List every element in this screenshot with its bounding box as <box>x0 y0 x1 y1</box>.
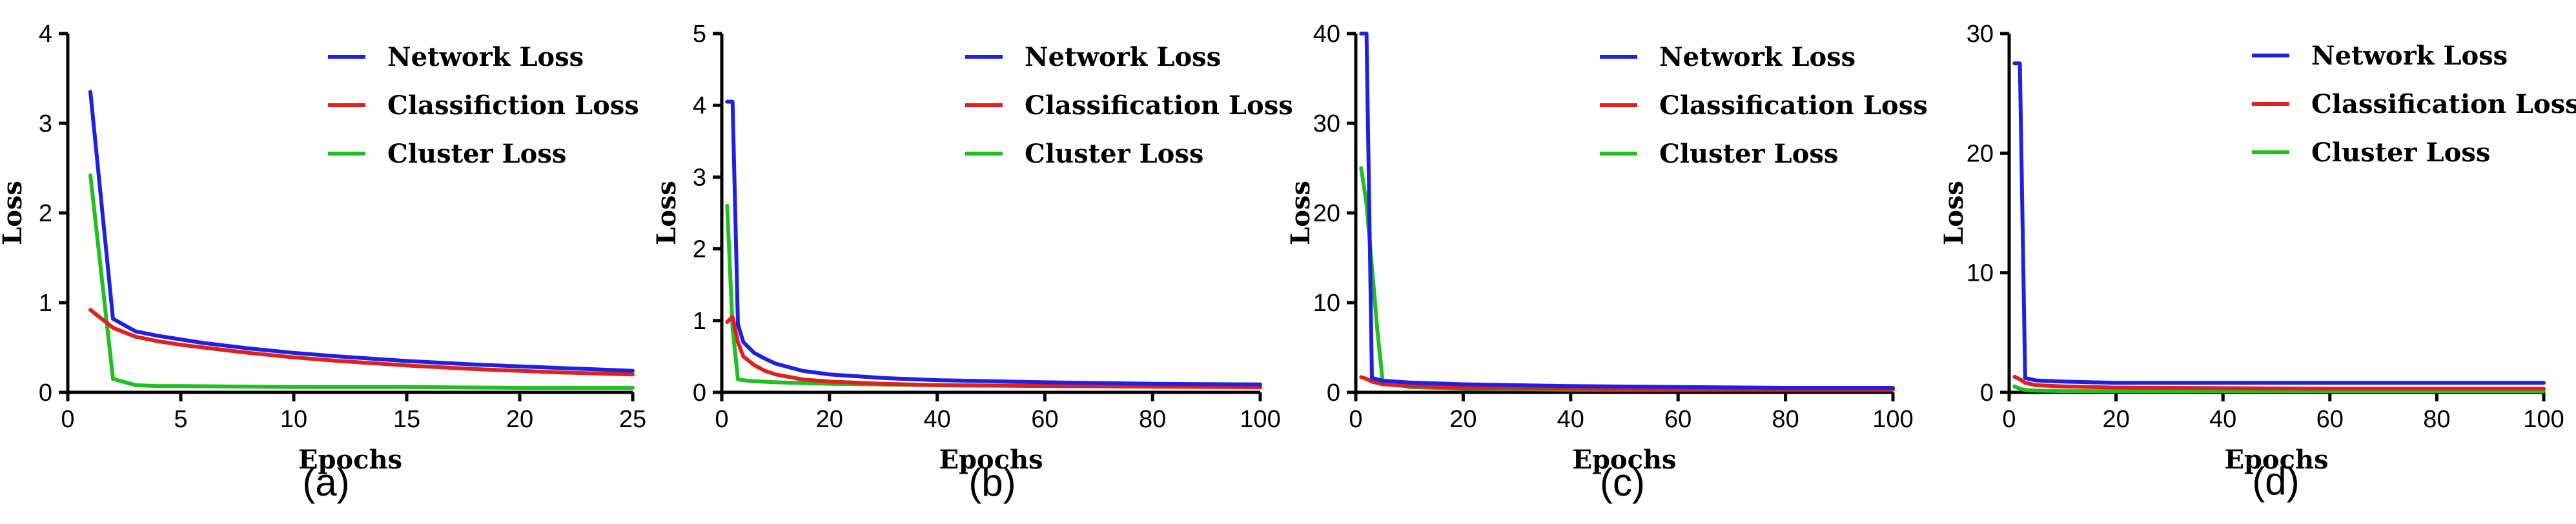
x-tick-label: 10 <box>280 406 307 433</box>
series-line-cluster-loss <box>1359 166 1895 392</box>
x-tick-label: 100 <box>2523 406 2564 433</box>
y-tick-label: 1 <box>39 290 52 317</box>
y-tick-label: 30 <box>1313 110 1340 137</box>
x-axis-title: Epochs <box>298 445 402 475</box>
x-axis-title: Epochs <box>1572 445 1676 475</box>
legend: Network Loss Classifiction Loss Cluster Lo… <box>328 42 639 169</box>
y-tick-label: 0 <box>1327 379 1340 407</box>
x-tick-label: 0 <box>2002 406 2016 433</box>
x-tick-label: 5 <box>174 406 187 433</box>
legend-label: Classification Loss <box>1025 90 1293 121</box>
x-tick-label: 20 <box>816 406 843 433</box>
series-line-classifiction-loss <box>88 308 635 377</box>
legend-label: Classifiction Loss <box>387 90 639 121</box>
series-line-classification-loss <box>725 315 1262 390</box>
y-tick-label: 3 <box>39 110 52 137</box>
x-tick-label: 20 <box>2102 406 2129 433</box>
legend-label: Network Loss <box>2311 41 2508 71</box>
x-tick-label: 20 <box>1449 406 1477 433</box>
legend-label: Network Loss <box>1659 42 1855 72</box>
x-tick-label: 40 <box>2209 406 2236 433</box>
series-line-network-loss <box>2012 61 2546 385</box>
y-tick-label: 2 <box>39 200 52 227</box>
y-axis-title: Loss <box>1939 181 1969 245</box>
y-tick-label: 20 <box>1967 140 1994 167</box>
legend-label: Classification Loss <box>1659 90 1928 121</box>
panel-caption: (c) <box>1600 461 1645 504</box>
x-tick-label: 100 <box>1240 406 1280 433</box>
y-axis-title: Loss <box>651 181 682 245</box>
x-tick-label: 0 <box>1349 406 1362 433</box>
series-line-network-loss <box>725 99 1262 387</box>
x-tick-label: 100 <box>1872 406 1913 433</box>
y-tick-label: 20 <box>1313 200 1340 227</box>
panel-caption: (b) <box>968 461 1016 504</box>
series-line-classification-loss <box>1359 375 1895 392</box>
y-tick-label: 0 <box>1980 379 1994 407</box>
x-axis-title: Epochs <box>939 445 1043 475</box>
series-line-cluster-loss <box>88 173 635 390</box>
chart-panel-a: 0 5 10 15 20 25 0 1 2 3 4 Epochs Loss Network Loss Cla… <box>0 21 646 504</box>
x-tick-label: 20 <box>506 406 533 433</box>
legend-label: Cluster Loss <box>1659 139 1838 169</box>
x-tick-label: 60 <box>1031 406 1058 433</box>
y-tick-label: 10 <box>1967 260 1994 287</box>
series-line-cluster-loss <box>725 203 1262 389</box>
panel-caption: (d) <box>2252 459 2299 503</box>
y-tick-label: 5 <box>693 21 706 48</box>
legend-label: Network Loss <box>1025 42 1221 72</box>
legend: Network Loss Classification Loss Cluster L… <box>2252 41 2576 168</box>
chart-panel-b: 0 20 40 60 80 100 0 1 2 3 4 5 Epochs Loss Network Loss… <box>651 21 1293 504</box>
panel-caption: (a) <box>302 461 349 504</box>
y-tick-label: 2 <box>693 236 706 263</box>
x-tick-label: 80 <box>1772 406 1799 433</box>
x-tick-label: 60 <box>2316 406 2344 433</box>
series-line-cluster-loss <box>2012 384 2546 394</box>
x-tick-label: 15 <box>393 406 420 433</box>
chart-panel-c: 0 20 40 60 80 100 0 10 20 30 40 Epochs Loss Network L… <box>1285 21 1928 504</box>
y-tick-label: 30 <box>1967 21 1994 48</box>
legend-label: Cluster Loss <box>2311 137 2490 168</box>
legend-label: Cluster Loss <box>1025 139 1203 169</box>
legend-label: Network Loss <box>387 42 584 72</box>
x-tick-label: 25 <box>619 406 646 433</box>
y-tick-label: 4 <box>39 21 52 48</box>
x-tick-label: 0 <box>715 406 728 433</box>
legend: Network Loss Classification Loss Cluster L… <box>965 42 1293 169</box>
series-line-network-loss <box>1359 32 1895 390</box>
x-tick-label: 0 <box>61 406 74 433</box>
series-line-network-loss <box>88 90 635 373</box>
y-tick-label: 10 <box>1313 290 1340 317</box>
y-axis-title: Loss <box>1285 181 1316 245</box>
y-tick-label: 0 <box>693 379 706 407</box>
y-tick-label: 0 <box>39 379 52 407</box>
legend-label: Cluster Loss <box>387 139 566 169</box>
series-line-classification-loss <box>2012 374 2546 391</box>
y-tick-label: 1 <box>693 308 706 335</box>
x-tick-label: 80 <box>1139 406 1166 433</box>
y-tick-label: 4 <box>693 92 706 119</box>
x-tick-label: 40 <box>1557 406 1584 433</box>
x-tick-label: 80 <box>2423 406 2450 433</box>
chart-panel-d: 0 20 40 60 80 100 0 10 20 30 Epochs Loss Network Los… <box>1939 21 2576 503</box>
legend-label: Classification Loss <box>2311 89 2576 119</box>
legend: Network Loss Classification Loss Cluster L… <box>1600 42 1928 169</box>
x-tick-label: 60 <box>1664 406 1692 433</box>
x-tick-label: 40 <box>923 406 950 433</box>
x-axis-title: Epochs <box>2224 445 2328 475</box>
y-axis-title: Loss <box>0 181 28 245</box>
y-tick-label: 3 <box>693 164 706 191</box>
y-tick-label: 40 <box>1313 21 1340 48</box>
